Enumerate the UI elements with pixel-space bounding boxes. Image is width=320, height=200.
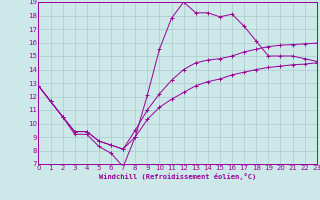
X-axis label: Windchill (Refroidissement éolien,°C): Windchill (Refroidissement éolien,°C)	[99, 173, 256, 180]
